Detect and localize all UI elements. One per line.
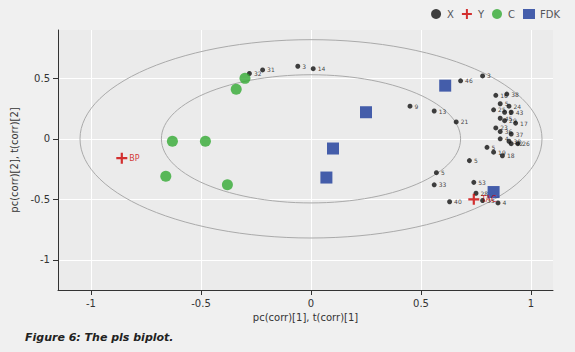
svg-text:53: 53 (478, 179, 486, 186)
svg-text:18: 18 (507, 152, 515, 159)
svg-text:25: 25 (498, 106, 506, 113)
svg-text:9: 9 (415, 103, 419, 110)
svg-text:1: 1 (528, 298, 534, 309)
svg-text:3: 3 (487, 72, 491, 79)
svg-text:32: 32 (254, 70, 262, 77)
svg-text:0.5: 0.5 (34, 73, 50, 84)
svg-text:14: 14 (318, 65, 326, 72)
svg-text:40: 40 (454, 198, 462, 205)
svg-text:17: 17 (520, 120, 528, 127)
svg-text:0: 0 (308, 298, 314, 309)
svg-text:21: 21 (461, 118, 469, 125)
svg-text:5: 5 (474, 157, 478, 164)
svg-text:Y: Y (477, 9, 485, 20)
svg-text:5: 5 (441, 169, 445, 176)
svg-text:0.5: 0.5 (413, 298, 429, 309)
svg-text:TAC: TAC (480, 195, 497, 204)
svg-text:24: 24 (513, 102, 522, 110)
svg-text:BP: BP (129, 154, 139, 163)
svg-text:46: 46 (465, 77, 473, 84)
svg-text:28: 28 (480, 189, 489, 197)
svg-text:3: 3 (302, 63, 306, 70)
svg-text:26: 26 (522, 140, 530, 147)
svg-text:2: 2 (509, 108, 513, 116)
svg-text:-1: -1 (86, 298, 96, 309)
svg-text:42: 42 (515, 140, 524, 148)
svg-text:pc(corr)[1], t(corr)[1]: pc(corr)[1], t(corr)[1] (253, 312, 358, 323)
svg-text:37: 37 (516, 131, 524, 138)
svg-text:29: 29 (509, 117, 517, 124)
svg-text:31: 31 (267, 66, 275, 73)
svg-text:C: C (508, 9, 515, 20)
svg-text:pc(corr)[2], t(corr)[2]: pc(corr)[2], t(corr)[2] (9, 107, 20, 212)
svg-text:38: 38 (511, 91, 519, 98)
svg-text:4: 4 (505, 135, 509, 142)
svg-text:5: 5 (492, 144, 496, 151)
svg-text:-0.5: -0.5 (30, 194, 50, 205)
svg-text:36: 36 (505, 128, 513, 135)
svg-text:0: 0 (44, 133, 50, 144)
svg-text:4: 4 (503, 199, 507, 206)
svg-text:5: 5 (504, 100, 509, 108)
svg-text:X: X (447, 9, 454, 20)
svg-text:-1: -1 (40, 254, 50, 265)
svg-text:Figure 6: The pls biplot.: Figure 6: The pls biplot. (25, 331, 174, 344)
svg-text:43: 43 (516, 109, 524, 116)
svg-text:33: 33 (439, 181, 447, 188)
svg-text:13: 13 (439, 108, 447, 115)
svg-text:19: 19 (498, 149, 506, 156)
svg-text:FDK: FDK (540, 9, 560, 20)
svg-text:16: 16 (500, 92, 508, 99)
svg-text:-0.5: -0.5 (191, 298, 211, 309)
